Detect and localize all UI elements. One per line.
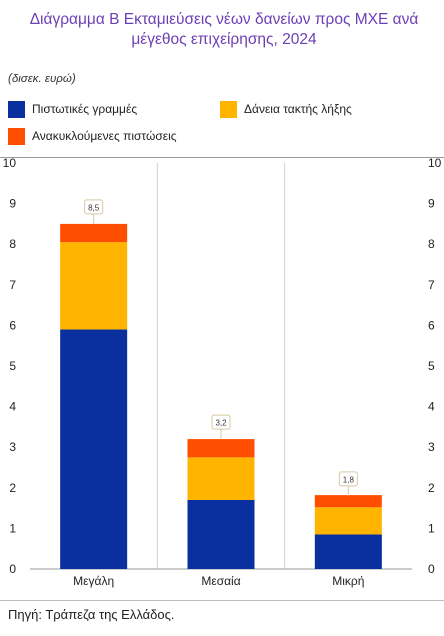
y-tick-label-left: 9 [9, 197, 16, 211]
y-tick-label-left: 2 [9, 481, 16, 495]
bar-segment-series-1 [314, 534, 382, 569]
total-data-label: 8,5 [88, 203, 100, 212]
y-tick-label-left: 7 [9, 278, 16, 292]
y-tick-label-right: 4 [428, 400, 435, 414]
bar-segment-series-2 [60, 242, 128, 330]
x-category-label: Μεγάλη [73, 574, 114, 588]
x-category-label: Μεσαία [201, 574, 240, 588]
bottom-rule [0, 600, 444, 601]
y-tick-label-left: 3 [9, 440, 16, 454]
legend-swatch [8, 100, 25, 118]
legend-label: Πιστωτικές γραμμές [32, 102, 138, 116]
legend-label: Δάνεια τακτής λήξης [244, 102, 352, 116]
legend-label: Ανακυκλούμενες πιστώσεις [32, 129, 177, 143]
units-label: (δισεκ. ευρώ) [8, 73, 76, 85]
y-tick-label-right: 10 [428, 156, 442, 170]
x-category-label: Μικρή [332, 574, 364, 588]
y-tick-label-right: 2 [428, 481, 435, 495]
y-tick-label-right: 3 [428, 440, 435, 454]
y-tick-label-left: 1 [9, 521, 16, 535]
chart-title: Διάγραμμα Β Εκταμιεύσεις νέων δανείων πρ… [29, 11, 419, 48]
bar-segment-series-2 [314, 507, 382, 535]
bar-segment-series-2 [187, 457, 255, 500]
legend-swatch [220, 100, 237, 118]
source-note: Πηγή: Τράπεζα της Ελλάδος. [8, 607, 175, 622]
stacked-bar-chart: 0 0 1 1 2 2 3 3 4 4 5 5 6 6 7 7 8 8 9 9 10 10 8,5 Μεγάλη 3,2 Μεσα… [3, 156, 442, 588]
bar-segment-series-1 [60, 329, 128, 569]
y-tick-label-left: 10 [3, 156, 17, 170]
y-tick-label-left: 8 [9, 237, 16, 251]
y-tick-label-left: 4 [9, 400, 16, 414]
bar-segment-series-3 [187, 439, 255, 458]
legend-item-series-2: Δάνεια τακτής λήξης [220, 100, 352, 118]
top-rule [0, 157, 444, 158]
y-tick-label-left: 6 [9, 318, 16, 332]
y-tick-label-right: 0 [428, 562, 435, 576]
y-tick-label-right: 5 [428, 359, 435, 373]
y-tick-label-left: 0 [9, 562, 16, 576]
legend-item-series-1: Πιστωτικές γραμμές [8, 100, 137, 118]
total-data-label: 1,8 [343, 475, 355, 484]
y-tick-label-right: 8 [428, 237, 435, 251]
y-tick-label-right: 1 [428, 521, 435, 535]
total-data-label: 3,2 [215, 419, 227, 428]
legend-item-series-3: Ανακυκλούμενες πιστώσεις [8, 127, 177, 145]
y-tick-label-right: 6 [428, 318, 435, 332]
bar-segment-series-3 [60, 223, 128, 243]
y-tick-label-right: 7 [428, 278, 435, 292]
legend-swatch [8, 127, 25, 145]
y-tick-label-left: 5 [9, 359, 16, 373]
bar-segment-series-1 [187, 499, 255, 569]
y-tick-label-right: 9 [428, 197, 435, 211]
bar-segment-series-3 [314, 495, 382, 508]
